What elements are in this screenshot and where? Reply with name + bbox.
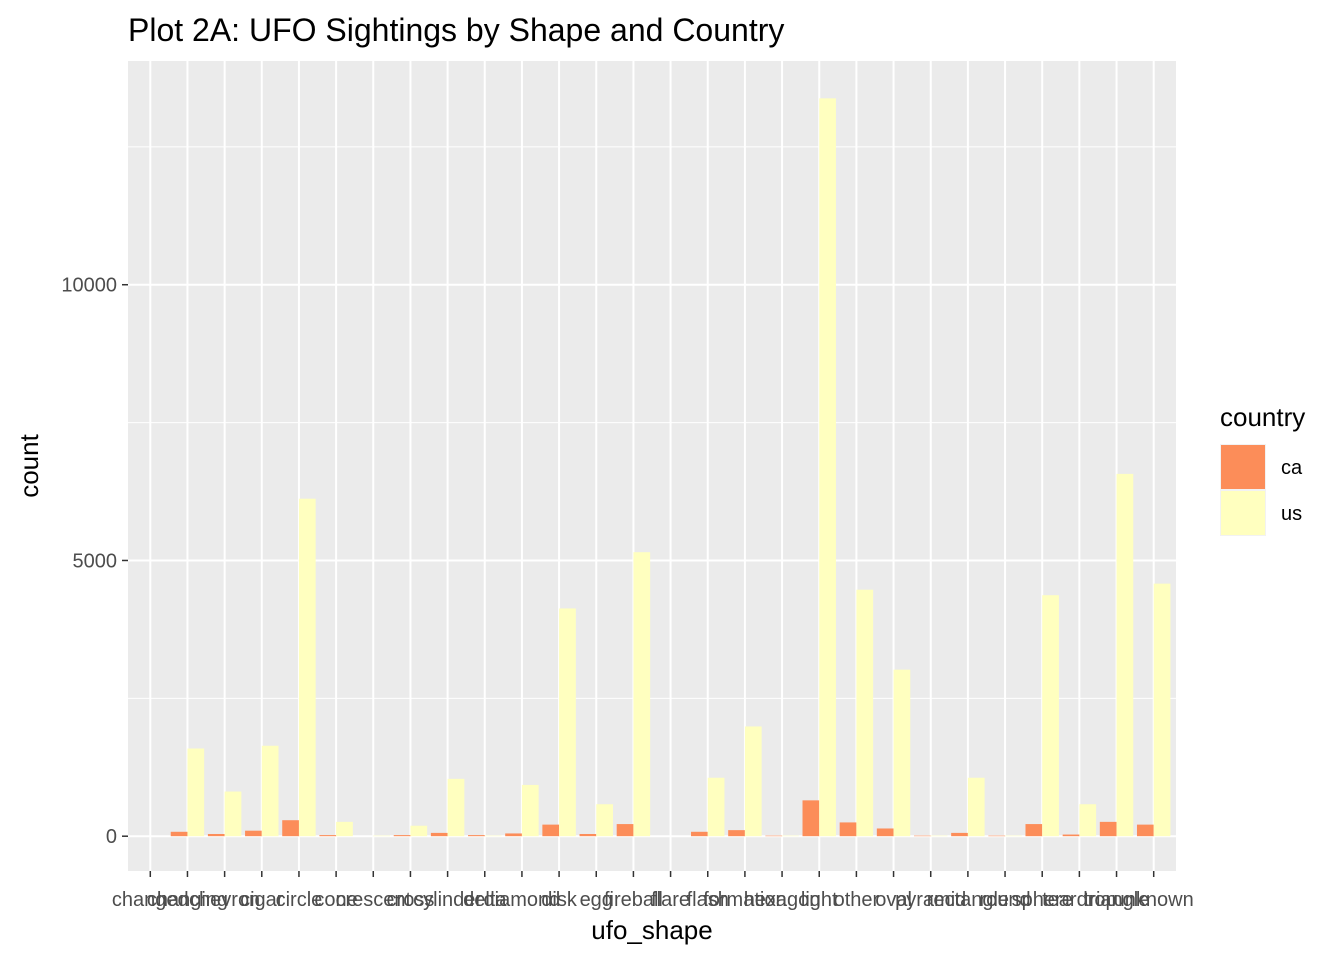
bar-ca-pyramid <box>914 835 931 837</box>
bar-us-triangle <box>1116 473 1134 837</box>
x-tick-label: light <box>801 889 838 911</box>
bar-us-chevron <box>224 791 242 837</box>
x-tick-label: flare <box>651 889 690 911</box>
bar-us-flash <box>707 777 725 837</box>
x-tick-label: unknown <box>1114 889 1194 911</box>
x-tick-label: changing <box>147 889 228 911</box>
x-tick-label: oval <box>875 889 912 911</box>
legend: country ca us <box>1220 402 1305 536</box>
x-tick-label: sphere <box>1012 889 1073 911</box>
bar-ca-cross <box>393 835 411 837</box>
y-tick-label: 5000 <box>73 550 118 572</box>
x-tick-label: flash <box>687 889 729 911</box>
x-tick-label: other <box>834 889 880 911</box>
bar-ca-delta <box>468 835 485 837</box>
x-tick-label: rectangle <box>927 889 1009 911</box>
bar-us-disk <box>559 608 576 837</box>
x-tick-label: cone <box>314 889 357 911</box>
x-tick-label: delta <box>463 889 507 911</box>
x-tick-label: fireball <box>604 889 663 911</box>
bar-us-crescent <box>373 835 390 837</box>
bar-ca-fireball <box>616 824 634 837</box>
x-axis: changedchangingchevroncigarcircleconecre… <box>112 871 1194 911</box>
x-tick-label: chevron <box>189 889 260 911</box>
bar-ca-other <box>839 822 857 837</box>
x-tick-label: crescent <box>335 889 411 911</box>
legend-title: country <box>1220 402 1305 432</box>
bar-us-unknown <box>1153 583 1171 837</box>
bar-us-cross <box>410 825 428 837</box>
bar-us-rectangle <box>967 777 985 837</box>
y-tick-label: 10000 <box>61 275 117 297</box>
chart-title: Plot 2A: UFO Sightings by Shape and Coun… <box>128 12 784 48</box>
bar-ca-oval <box>876 828 894 837</box>
x-tick-label: hexagon <box>744 889 821 911</box>
bar-ca-disk <box>542 824 560 837</box>
bar-us-diamond <box>521 784 539 837</box>
bar-us-sphere <box>1042 595 1059 837</box>
bar-us-hexagon <box>782 835 799 837</box>
bar-ca-teardrop <box>1062 834 1080 837</box>
x-tick-label: disk <box>541 889 578 911</box>
legend-label-ca: ca <box>1281 457 1303 479</box>
bar-ca-cigar <box>245 830 262 837</box>
bar-ca-light <box>802 800 820 837</box>
bar-ca-hexagon <box>765 835 783 837</box>
x-axis-title: ufo_shape <box>591 915 712 945</box>
legend-swatch-us <box>1221 491 1265 535</box>
bar-us-cone <box>336 821 353 837</box>
x-tick-label: cigar <box>240 889 284 911</box>
bar-ca-triangle <box>1099 821 1117 837</box>
bar-us-cigar <box>261 745 279 837</box>
x-tick-label: cross <box>387 889 435 911</box>
x-tick-label: egg <box>580 889 613 911</box>
bar-us-pyramid <box>930 835 948 837</box>
bar-ca-round <box>988 835 1006 837</box>
bar-us-cylinder <box>447 778 465 837</box>
bar-ca-diamond <box>505 833 522 837</box>
bar-ca-circle <box>282 820 299 837</box>
x-tick-label: changed <box>112 889 189 911</box>
y-tick-label: 0 <box>106 826 117 848</box>
bar-us-formation <box>744 726 762 837</box>
bar-us-other <box>856 589 874 837</box>
x-tick-label: teardrop <box>1042 889 1117 911</box>
bar-ca-formation <box>728 830 745 837</box>
y-axis-title: count <box>14 433 44 497</box>
bar-ca-cone <box>319 835 337 837</box>
bar-us-changing <box>187 748 205 837</box>
legend-swatch-ca <box>1221 445 1265 489</box>
plot-panel <box>128 61 1176 871</box>
bar-ca-cylinder <box>430 832 448 837</box>
x-tick-label: triangle <box>1084 889 1150 911</box>
bar-ca-egg <box>579 833 597 837</box>
x-tick-label: circle <box>276 889 323 911</box>
x-tick-label: cylinder <box>413 889 482 911</box>
legend-label-us: us <box>1281 503 1302 525</box>
x-tick-label: formation <box>703 889 786 911</box>
bar-ca-rectangle <box>951 832 968 837</box>
bar-us-fireball <box>633 552 651 837</box>
bar-ca-unknown <box>1136 824 1154 837</box>
bar-us-delta <box>484 835 502 837</box>
bar-ca-flash <box>691 831 708 837</box>
bar-us-light <box>819 98 836 837</box>
bar-ca-sphere <box>1025 824 1043 837</box>
bar-us-teardrop <box>1079 804 1097 837</box>
y-axis: 0 5000 10000 <box>61 275 128 848</box>
bar-ca-chevron <box>207 833 225 837</box>
bars <box>170 98 1171 837</box>
bar-us-egg <box>596 804 613 837</box>
bar-ca-changing <box>170 831 188 837</box>
x-tick-label: round <box>979 889 1030 911</box>
bar-us-oval <box>893 669 911 837</box>
x-tick-label: diamond <box>484 889 561 911</box>
bar-us-circle <box>298 498 316 837</box>
x-tick-label: pyramid <box>895 889 966 911</box>
bar-us-round <box>1005 835 1022 837</box>
